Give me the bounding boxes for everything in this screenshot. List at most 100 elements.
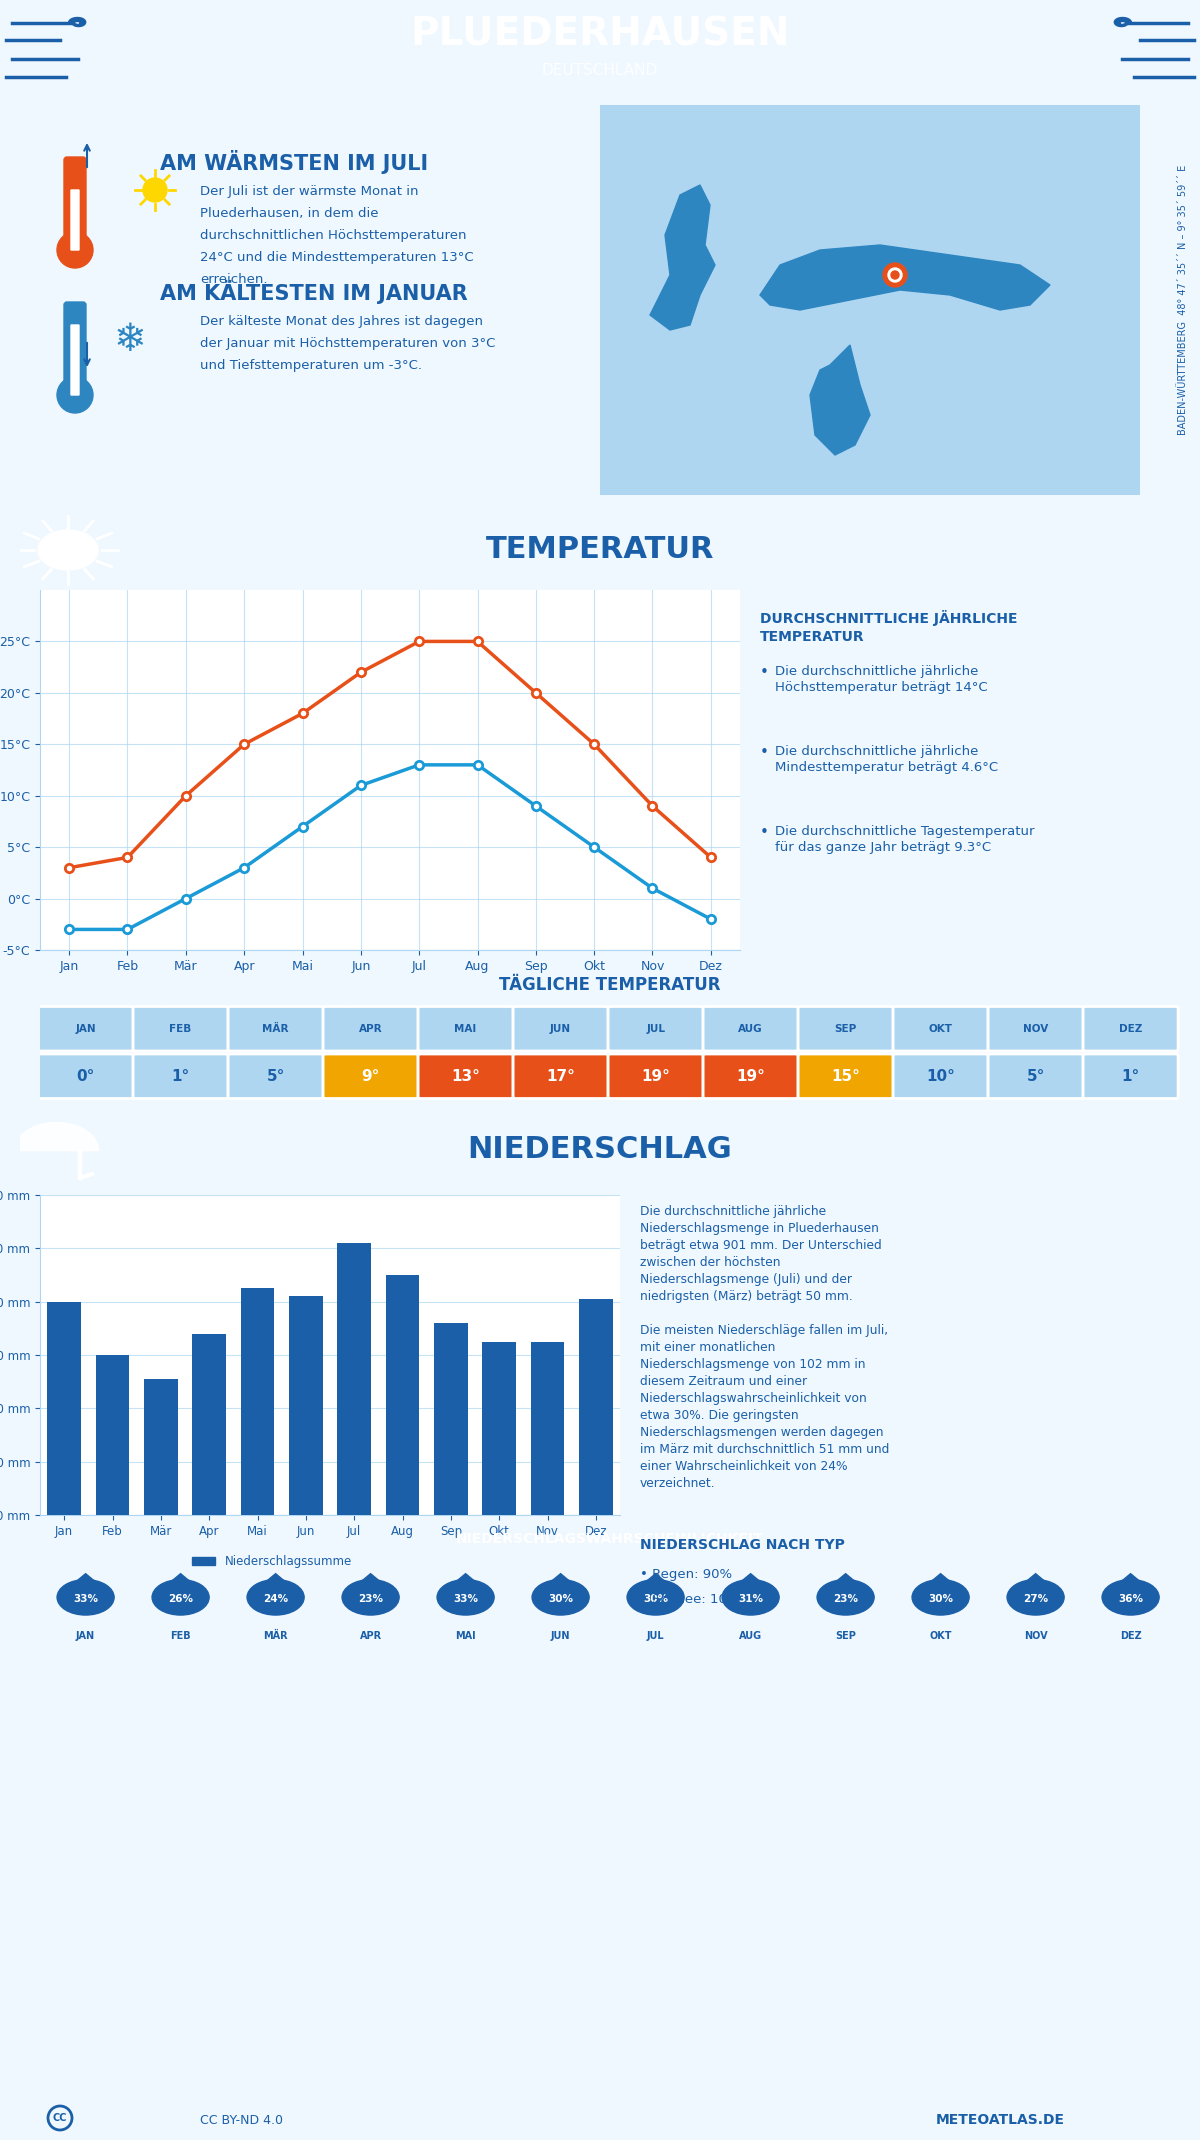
Polygon shape — [650, 184, 715, 330]
Text: JUN: JUN — [551, 1631, 570, 1641]
Text: TEMPERATUR: TEMPERATUR — [486, 535, 714, 565]
Text: MÄR: MÄR — [263, 1631, 288, 1641]
Text: JAN: JAN — [76, 1631, 95, 1641]
Text: 19°: 19° — [641, 1070, 670, 1085]
FancyBboxPatch shape — [71, 190, 79, 250]
Text: Niederschlagsmengen werden dagegen: Niederschlagsmengen werden dagegen — [640, 1425, 883, 1438]
Text: Niederschlagsmenge in Pluederhausen: Niederschlagsmenge in Pluederhausen — [640, 1222, 878, 1235]
Text: 36%: 36% — [1118, 1594, 1144, 1605]
Circle shape — [1102, 1579, 1159, 1616]
Text: zwischen der höchsten: zwischen der höchsten — [640, 1256, 780, 1269]
Text: •: • — [760, 666, 769, 681]
Text: DURCHSCHNITTLICHE JÄHRLICHE
TEMPERATUR: DURCHSCHNITTLICHE JÄHRLICHE TEMPERATUR — [760, 610, 1018, 644]
Text: niedrigsten (März) beträgt 50 mm.: niedrigsten (März) beträgt 50 mm. — [640, 1290, 853, 1303]
Text: AUG: AUG — [738, 1025, 763, 1034]
Text: Die durchschnittliche Tagestemperatur: Die durchschnittliche Tagestemperatur — [775, 826, 1034, 839]
FancyBboxPatch shape — [133, 1006, 228, 1051]
Text: 1°: 1° — [1122, 1070, 1140, 1085]
Polygon shape — [58, 1573, 114, 1596]
FancyBboxPatch shape — [323, 1006, 418, 1051]
Text: FEB: FEB — [169, 1025, 192, 1034]
Text: 31%: 31% — [738, 1594, 763, 1605]
Text: 30%: 30% — [548, 1594, 574, 1605]
Text: CC: CC — [53, 2112, 67, 2123]
Bar — [434, 1323, 468, 1515]
Circle shape — [58, 377, 94, 413]
Polygon shape — [532, 1573, 589, 1596]
Polygon shape — [342, 1573, 400, 1596]
Bar — [240, 1288, 275, 1515]
Polygon shape — [1102, 1573, 1159, 1596]
Bar — [96, 1355, 130, 1515]
FancyBboxPatch shape — [703, 1006, 798, 1051]
Text: und Tiefsttemperaturen um -3°C.: und Tiefsttemperaturen um -3°C. — [200, 360, 422, 372]
Text: NIEDERSCHLAG NACH TYP: NIEDERSCHLAG NACH TYP — [640, 1539, 845, 1551]
FancyBboxPatch shape — [608, 1006, 703, 1051]
FancyBboxPatch shape — [228, 1055, 323, 1098]
FancyBboxPatch shape — [514, 1055, 608, 1098]
Text: ❄: ❄ — [114, 321, 146, 360]
Text: CC BY-ND 4.0: CC BY-ND 4.0 — [200, 2114, 283, 2127]
Text: Niederschlagswahrscheinlichkeit von: Niederschlagswahrscheinlichkeit von — [640, 1391, 866, 1406]
Text: DEUTSCHLAND: DEUTSCHLAND — [542, 62, 658, 77]
Text: •: • — [760, 745, 769, 760]
Text: Die durchschnittliche jährliche: Die durchschnittliche jährliche — [775, 666, 978, 678]
Text: durchschnittlichen Höchsttemperaturen: durchschnittlichen Höchsttemperaturen — [200, 229, 467, 242]
FancyBboxPatch shape — [38, 1006, 133, 1051]
Bar — [144, 1378, 178, 1515]
FancyBboxPatch shape — [595, 101, 1145, 501]
Text: FEB: FEB — [170, 1631, 191, 1641]
Circle shape — [532, 1579, 589, 1616]
Bar — [192, 1333, 226, 1515]
Text: 0°: 0° — [77, 1070, 95, 1085]
FancyBboxPatch shape — [988, 1055, 1084, 1098]
Text: SEP: SEP — [835, 1631, 856, 1641]
Circle shape — [912, 1579, 970, 1616]
Text: PLUEDERHAUSEN: PLUEDERHAUSEN — [410, 15, 790, 54]
FancyBboxPatch shape — [418, 1006, 514, 1051]
FancyBboxPatch shape — [608, 1055, 703, 1098]
Polygon shape — [1007, 1573, 1064, 1596]
FancyBboxPatch shape — [798, 1006, 893, 1051]
Text: METEOATLAS.DE: METEOATLAS.DE — [936, 2112, 1064, 2127]
Text: JAN: JAN — [76, 1025, 96, 1034]
Text: Der kälteste Monat des Jahres ist dagegen: Der kälteste Monat des Jahres ist dagege… — [200, 315, 482, 327]
Text: NOV: NOV — [1022, 1025, 1049, 1034]
Text: SEP: SEP — [834, 1025, 857, 1034]
Text: 30%: 30% — [643, 1594, 668, 1605]
Text: 5°: 5° — [1026, 1070, 1045, 1085]
Text: JUL: JUL — [647, 1631, 665, 1641]
Circle shape — [628, 1579, 684, 1616]
Polygon shape — [722, 1573, 779, 1596]
Text: 23%: 23% — [358, 1594, 383, 1605]
FancyBboxPatch shape — [703, 1055, 798, 1098]
FancyBboxPatch shape — [323, 1055, 418, 1098]
Text: •: • — [760, 826, 769, 841]
Text: APR: APR — [359, 1025, 383, 1034]
Bar — [47, 1301, 82, 1515]
Text: Der Juli ist der wärmste Monat in: Der Juli ist der wärmste Monat in — [200, 184, 419, 199]
Text: Pluederhausen, in dem die: Pluederhausen, in dem die — [200, 208, 378, 220]
Text: BADEN-WÜRTTEMBERG  48° 47´ 35´´ N – 9° 35´ 59´´ E: BADEN-WÜRTTEMBERG 48° 47´ 35´´ N – 9° 35… — [1177, 165, 1188, 434]
Circle shape — [152, 1579, 209, 1616]
Text: OKT: OKT — [929, 1025, 953, 1034]
FancyBboxPatch shape — [71, 325, 79, 396]
Text: Mindesttemperatur beträgt 4.6°C: Mindesttemperatur beträgt 4.6°C — [775, 762, 998, 775]
Text: erreichen.: erreichen. — [200, 274, 268, 287]
Circle shape — [38, 531, 98, 569]
Text: 9°: 9° — [361, 1070, 379, 1085]
Text: für das ganze Jahr beträgt 9.3°C: für das ganze Jahr beträgt 9.3°C — [775, 841, 991, 854]
Circle shape — [890, 272, 899, 278]
Text: APR: APR — [360, 1631, 382, 1641]
Text: 27%: 27% — [1024, 1594, 1048, 1605]
Text: 24°C und die Mindesttemperaturen 13°C: 24°C und die Mindesttemperaturen 13°C — [200, 250, 474, 263]
Polygon shape — [437, 1573, 494, 1596]
Circle shape — [817, 1579, 874, 1616]
Text: Höchsttemperatur beträgt 14°C: Höchsttemperatur beträgt 14°C — [775, 681, 988, 693]
Circle shape — [58, 1579, 114, 1616]
Text: • Schnee: 10%: • Schnee: 10% — [640, 1592, 739, 1605]
Text: mit einer monatlichen: mit einer monatlichen — [640, 1342, 775, 1355]
Text: MAI: MAI — [455, 1025, 476, 1034]
Text: JUN: JUN — [550, 1025, 571, 1034]
Circle shape — [888, 268, 902, 282]
